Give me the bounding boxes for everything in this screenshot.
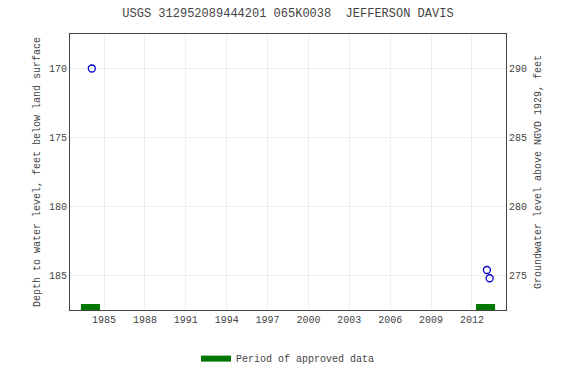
svg-text:285: 285: [509, 133, 527, 144]
svg-text:2009: 2009: [419, 315, 443, 326]
svg-text:1997: 1997: [256, 315, 280, 326]
svg-text:175: 175: [49, 133, 67, 144]
svg-text:2006: 2006: [378, 315, 402, 326]
svg-text:290: 290: [509, 64, 527, 75]
svg-text:2003: 2003: [337, 315, 361, 326]
svg-text:Period of approved data: Period of approved data: [236, 354, 374, 365]
svg-text:1991: 1991: [174, 315, 198, 326]
svg-text:1985: 1985: [92, 315, 116, 326]
svg-text:275: 275: [509, 271, 527, 282]
svg-text:1994: 1994: [215, 315, 239, 326]
svg-text:USGS 312952089444201 065K0038: USGS 312952089444201 065K0038 JEFFERSON …: [122, 7, 453, 21]
svg-text:185: 185: [49, 271, 67, 282]
svg-text:1988: 1988: [133, 315, 157, 326]
svg-text:2000: 2000: [296, 315, 320, 326]
svg-text:Depth to water level, feet bel: Depth to water level, feet below land su…: [32, 37, 43, 307]
svg-text:280: 280: [509, 202, 527, 213]
svg-text:2012: 2012: [460, 315, 484, 326]
svg-text:Groundwater level above NGVD 1: Groundwater level above NGVD 1929, feet: [533, 55, 544, 289]
svg-text:180: 180: [49, 202, 67, 213]
svg-text:170: 170: [49, 64, 67, 75]
